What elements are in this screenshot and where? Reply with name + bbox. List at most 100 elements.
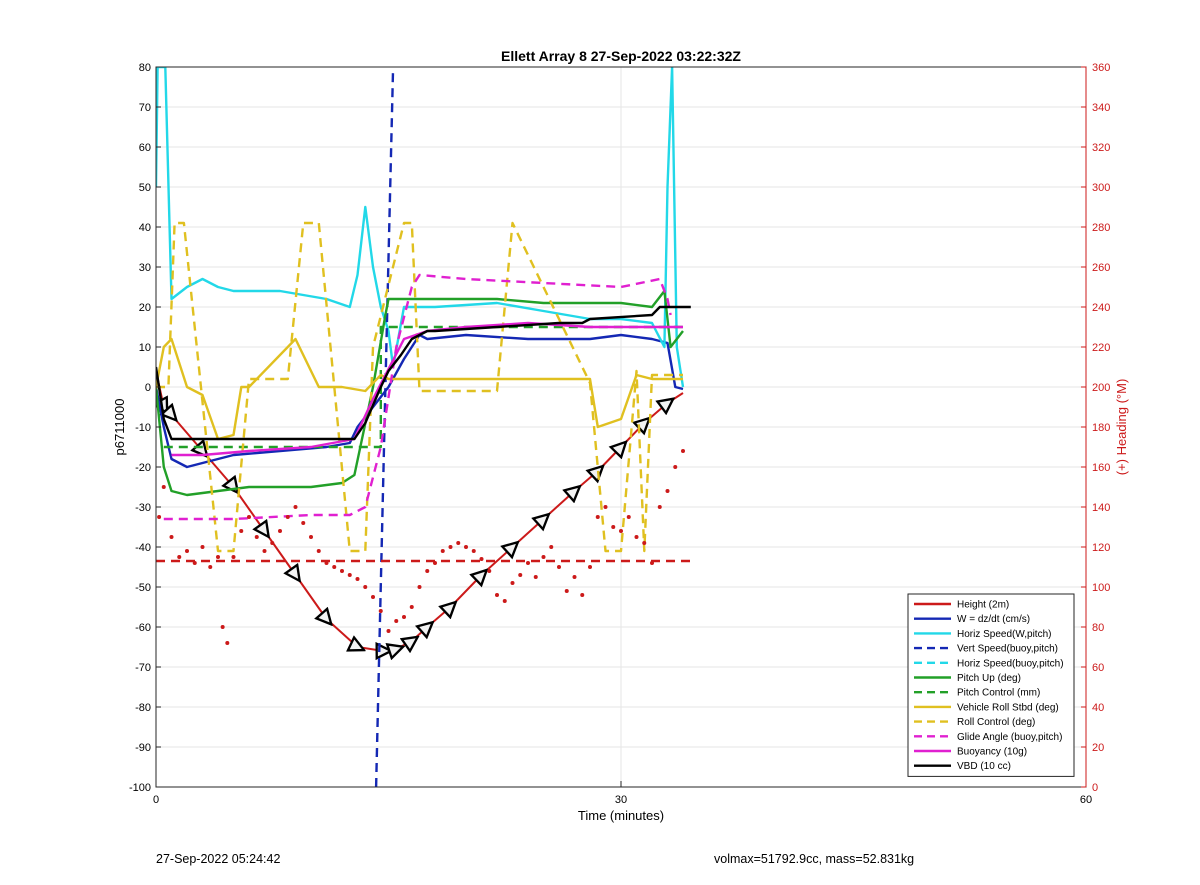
y-tick-label-left: 50 [139,182,151,194]
heading-point [580,593,585,597]
y-tick-label-right: 180 [1092,422,1110,434]
heading-point [347,573,352,577]
y-tick-label-left: 10 [139,342,151,354]
heading-point [185,549,189,553]
heading-point [425,569,430,573]
y-tick-label-right: 280 [1092,222,1110,234]
legend-entry-label: Roll Control (deg) [957,717,1035,728]
heading-point [626,515,631,519]
heading-point [301,521,306,525]
legend-entry-label: W = dz/dt (cm/s) [957,614,1030,625]
y-tick-label-right: 40 [1092,702,1104,714]
legend-entry-label: Pitch Up (deg) [957,673,1021,684]
heading-point [456,541,461,545]
heading-point [440,549,445,553]
footer-info: volmax=51792.9cc, mass=52.831kg [714,852,915,866]
y-tick-label-left: -30 [135,502,151,514]
heading-point [270,541,275,545]
legend-entry-label: Vert Speed(buoy,pitch) [957,644,1058,655]
heading-point [681,449,685,453]
y-tick-label-left: -100 [129,782,151,794]
heading-point [673,465,678,469]
x-axis-label: Time (minutes) [578,808,664,823]
y-tick-label-right: 60 [1092,662,1104,674]
heading-point [355,577,360,581]
heading-point [487,569,492,573]
y-tick-label-right: 20 [1092,742,1104,754]
heading-point [642,541,647,545]
y-tick-label-left: 60 [139,142,151,154]
y-tick-label-left: 70 [139,102,151,114]
series-glide-angle-buoy-pitch [163,273,672,521]
legend-entry-label: Horiz Speed(W,pitch) [957,629,1051,640]
heading-point [254,535,259,539]
y-tick-label-right: 100 [1092,582,1110,594]
heading-point [518,573,523,577]
heading-point [557,565,561,569]
series-w-dz-dt-cm-s [156,333,684,469]
heading-point [386,629,391,633]
heading-point [657,505,662,509]
series-height-2m [156,370,684,651]
series-heading [157,449,685,645]
heading-point [363,585,368,589]
heading-point [471,549,476,553]
heading-point [285,515,290,519]
legend-box [907,593,1075,777]
heading-point [595,515,600,519]
x-tick-label: 30 [615,794,627,806]
y-tick-label-right: 120 [1092,542,1110,554]
heading-point [464,545,468,549]
y-tick-label-right: 360 [1092,62,1110,74]
y-tick-label-left: -50 [135,582,151,594]
heading-point [533,575,538,579]
heading-point [169,535,174,539]
y-tick-label-left: -10 [135,422,151,434]
y-tick-label-left: 20 [139,302,151,314]
y-tick-label-left: 80 [139,62,151,74]
y-tick-label-left: 30 [139,262,151,274]
footer-timestamp: 27-Sep-2022 05:24:42 [156,852,281,866]
heading-point [572,575,577,579]
heading-point [309,535,313,539]
heading-point [200,545,205,549]
heading-point [239,529,244,533]
heading-point [665,489,670,493]
heading-point [278,529,282,533]
legend-entry-label: VBD (10 cc) [957,761,1011,772]
legend-entry-label: Buoyancy (10g) [957,747,1027,758]
heading-point [564,589,569,593]
heading-point [603,505,608,509]
heading-point [216,555,220,559]
heading-point [177,555,182,559]
legend: Height (2m) W = dz/dt (cm/s) Horiz Speed(W… [907,593,1075,777]
heading-point [619,529,623,533]
y-tick-label-left: -80 [135,702,151,714]
legend-entry-label: Horiz Speed(buoy,pitch) [957,658,1064,669]
heading-point [316,549,321,553]
x-tick-label: 60 [1080,794,1092,806]
heading-point [220,625,225,629]
y-tick-label-right: 240 [1092,302,1110,314]
y-tick-label-left: 0 [145,382,151,394]
heading-point [208,565,213,569]
heading-point [409,605,414,609]
y-tick-label-right: 80 [1092,622,1104,634]
heading-point [340,569,344,573]
axes-layer: 80706050403020100-10-20-30-40-50-60-70-8… [129,62,1110,806]
series-roll-control-deg [156,221,683,553]
heading-point [161,485,166,489]
chart-title: Ellett Array 8 27-Sep-2022 03:22:32Z [501,48,741,64]
y-tick-label-left: -70 [135,662,151,674]
series-layer [156,67,691,787]
y-tick-label-right: 260 [1092,262,1110,274]
y-tick-label-left: -60 [135,622,151,634]
heading-point [611,525,616,529]
heading-point [502,599,507,603]
y-tick-label-right: 340 [1092,102,1110,114]
legend-entry-label: Pitch Control (mm) [957,688,1040,699]
y-axis-label-left: p6711000 [112,399,127,456]
heading-point [394,619,399,623]
y-tick-label-right: 300 [1092,182,1110,194]
heading-point [371,595,375,599]
